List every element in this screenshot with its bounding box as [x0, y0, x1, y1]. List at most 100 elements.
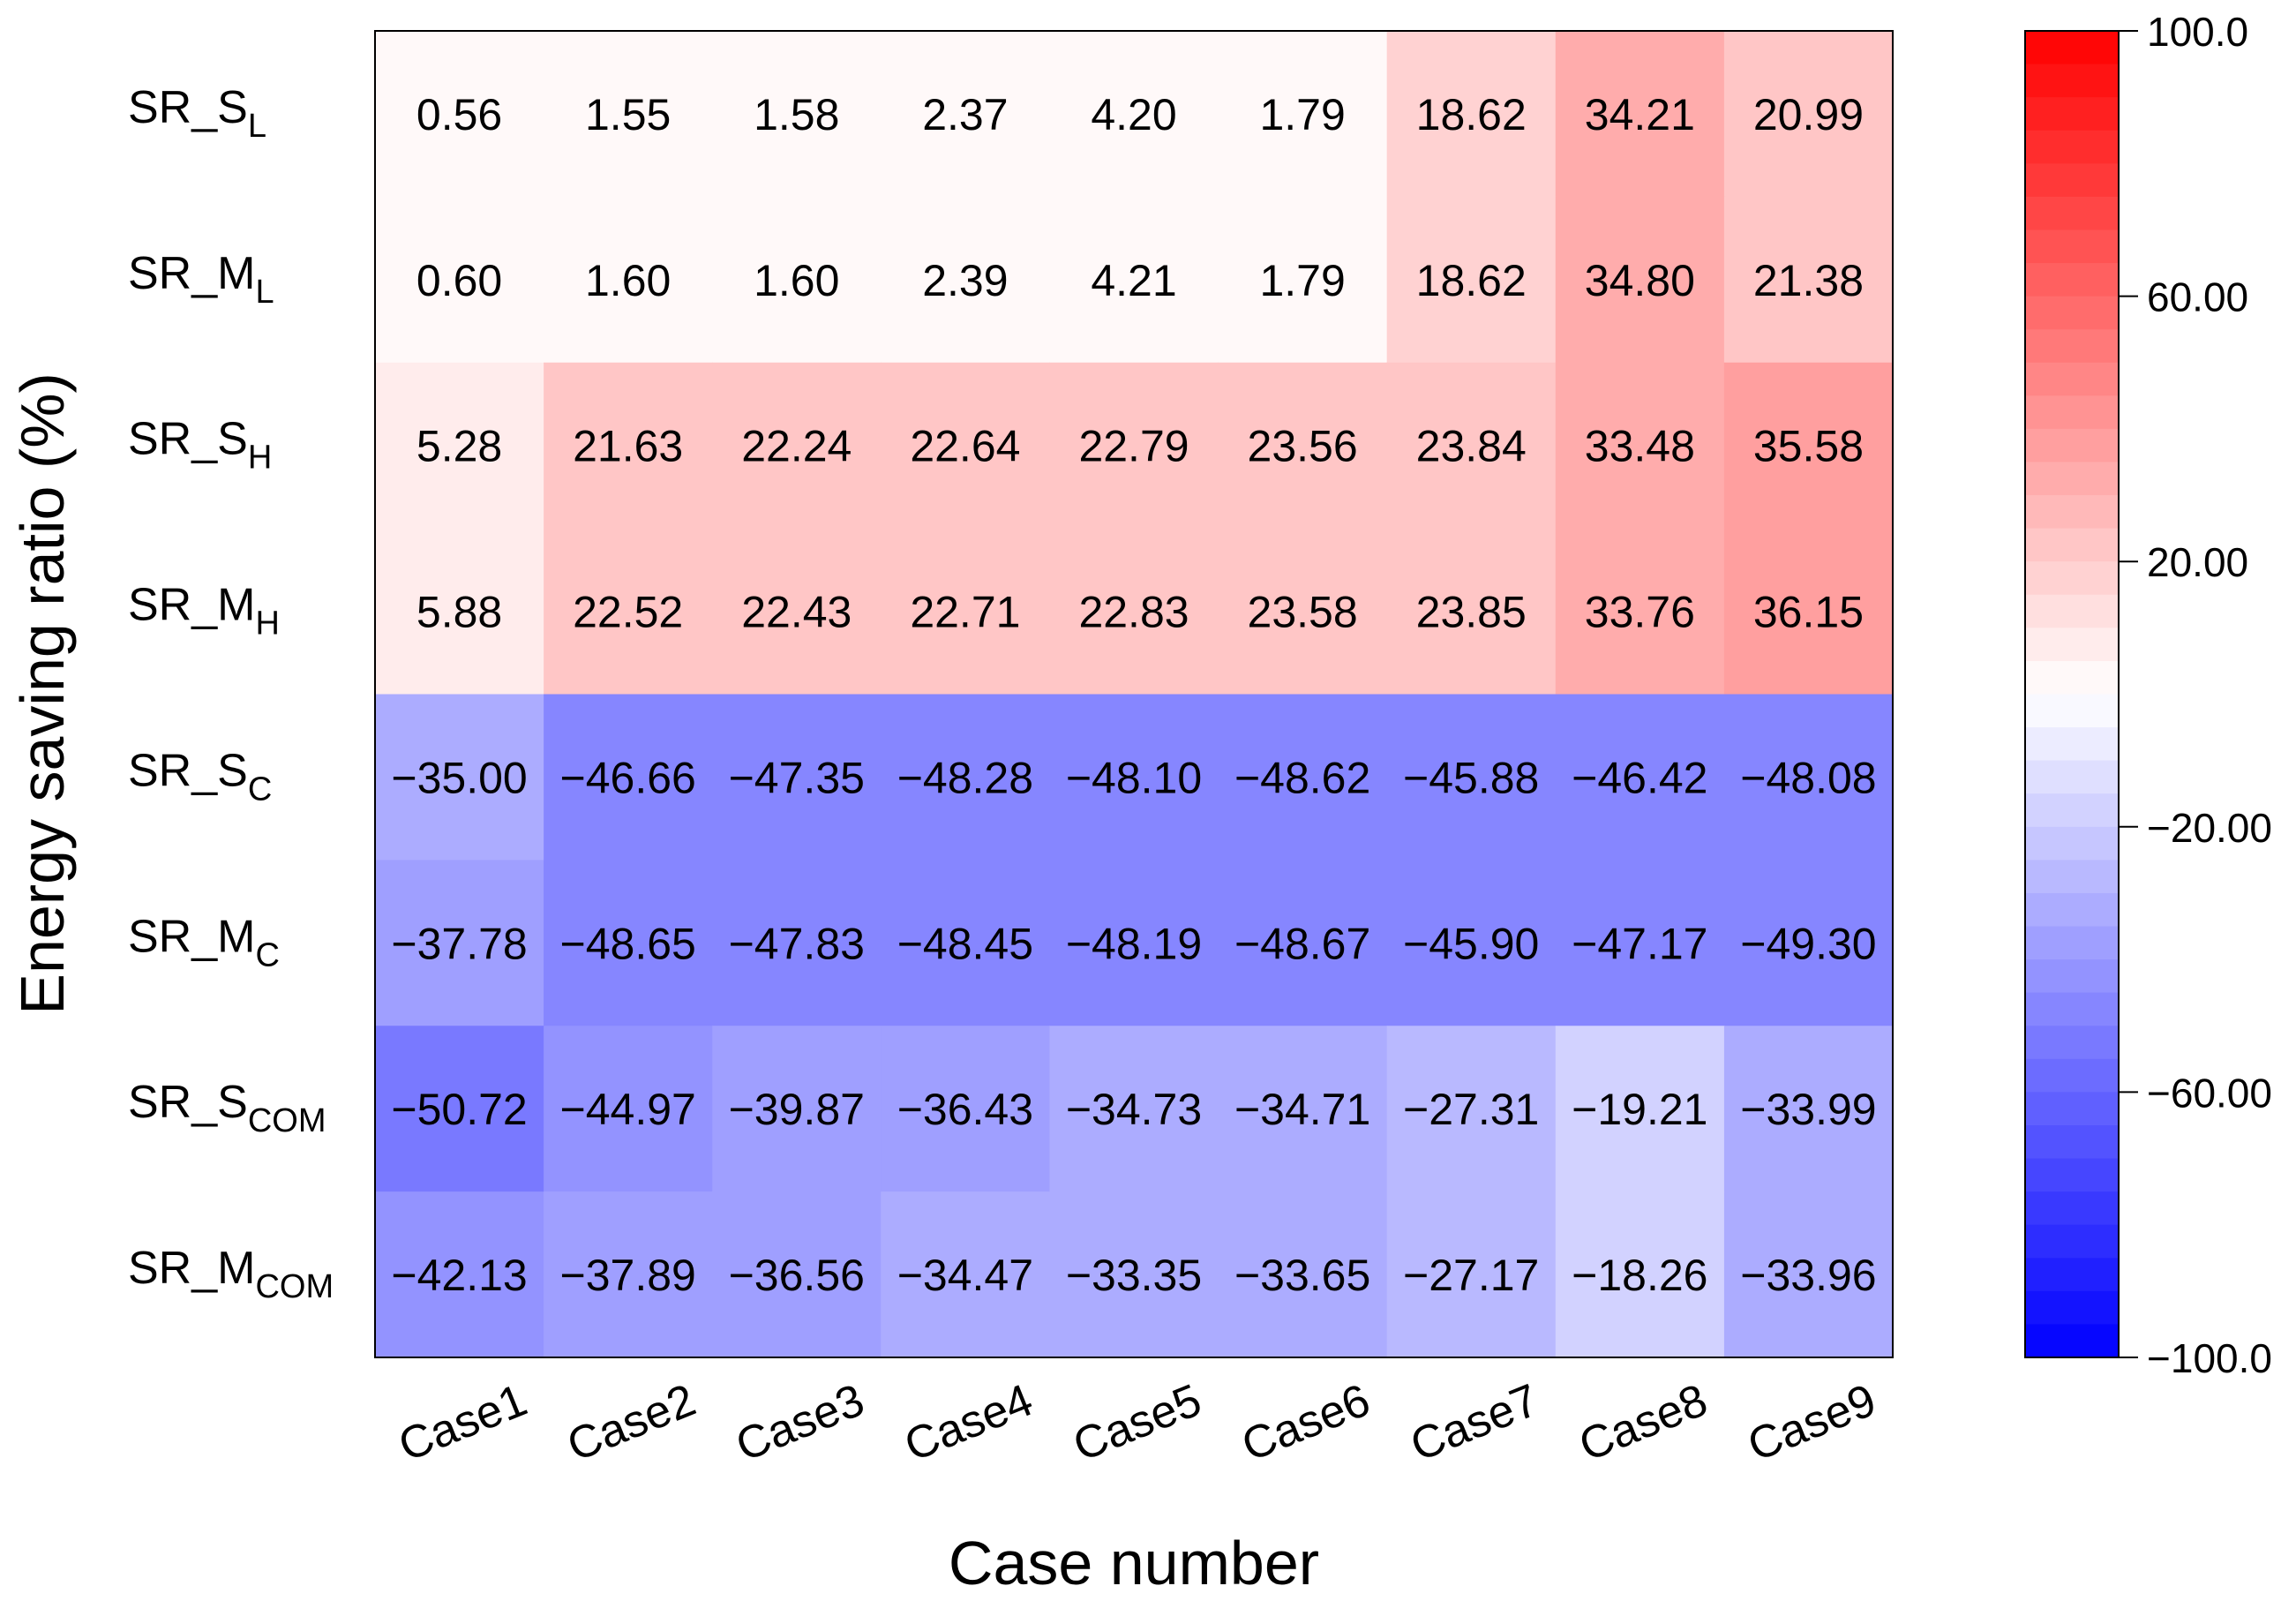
heatmap-cell — [375, 362, 544, 530]
column-label: Case2 — [560, 1374, 702, 1471]
cell-value: −48.28 — [897, 753, 1033, 802]
colorbar-step — [2025, 528, 2119, 562]
cell-value: 22.79 — [1078, 422, 1189, 471]
cell-value: 2.39 — [922, 256, 1008, 305]
heatmap-cell — [1723, 1026, 1894, 1192]
heatmap-cell — [1049, 1191, 1219, 1358]
colorbar-step — [2025, 462, 2119, 496]
heatmap-cell — [712, 31, 882, 198]
heatmap-cell — [544, 196, 713, 364]
heatmap-cell — [375, 694, 544, 861]
heatmap-cell — [1049, 860, 1219, 1026]
cell-value: −39.87 — [729, 1085, 865, 1134]
cell-value: −34.47 — [897, 1251, 1033, 1300]
colorbar-step — [2025, 196, 2119, 231]
heatmap-cell — [1386, 31, 1557, 198]
colorbar-step — [2025, 163, 2119, 198]
cell-value: 23.56 — [1248, 422, 1358, 471]
heatmap-cell — [1386, 528, 1557, 695]
heatmap-cell — [1218, 1191, 1388, 1358]
cell-value: 22.71 — [910, 588, 1020, 637]
cell-value: −37.78 — [391, 919, 527, 968]
cell-value: 20.99 — [1753, 90, 1864, 139]
heatmap-cell — [1386, 1026, 1557, 1192]
colorbar-step — [2025, 1026, 2119, 1060]
colorbar-ticks: 100.0 60.00 20.00 −20.00 −60.00 −100.0 — [2119, 9, 2272, 1381]
heatmap-cell — [1049, 362, 1219, 530]
colorbar-step — [2025, 594, 2119, 628]
colorbar-step — [2025, 727, 2119, 762]
cell-value: −48.08 — [1740, 753, 1876, 802]
heatmap-cell — [544, 528, 713, 695]
colorbar — [2025, 31, 2119, 1358]
cell-value: −46.42 — [1572, 753, 1707, 802]
colorbar-tick-label: −60.00 — [2147, 1070, 2272, 1116]
colorbar-step — [2025, 362, 2119, 396]
cell-value: 23.85 — [1416, 588, 1527, 637]
heatmap-cell — [1218, 694, 1388, 861]
heatmap-cell — [544, 31, 713, 198]
heatmap-cell — [1555, 528, 1725, 695]
colorbar-tick-label: 60.00 — [2147, 274, 2248, 320]
heatmap-cell — [1218, 528, 1388, 695]
cell-value: 18.62 — [1416, 90, 1527, 139]
heatmap-cell — [375, 31, 544, 198]
colorbar-step — [2025, 1224, 2119, 1259]
cell-value: 33.76 — [1585, 588, 1695, 637]
heatmap-cell — [1049, 694, 1219, 861]
heatmap-cell — [1218, 196, 1388, 364]
heatmap-cell — [1386, 694, 1557, 861]
colorbar-step — [2025, 628, 2119, 662]
heatmap-cell — [1723, 196, 1894, 364]
heatmap-cell-labels: 0.56 1.55 1.58 2.37 4.20 1.79 18.62 34.21 20.99 0… — [391, 90, 1876, 1300]
colorbar-step — [2025, 495, 2119, 530]
heatmap-cell — [881, 196, 1051, 364]
heatmap-cell — [1049, 1026, 1219, 1192]
heatmap-cell — [712, 860, 882, 1026]
cell-value: 1.58 — [754, 90, 839, 139]
cell-value: 22.64 — [910, 422, 1020, 471]
colorbar-step — [2025, 395, 2119, 430]
colorbar-step — [2025, 64, 2119, 98]
heatmap-cell — [375, 1191, 544, 1358]
cell-value: −48.45 — [897, 919, 1033, 968]
cell-value: 5.88 — [416, 588, 502, 637]
colorbar-tick-label: −100.0 — [2147, 1335, 2272, 1381]
colorbar-step — [2025, 1058, 2119, 1094]
colorbar-step — [2025, 31, 2119, 65]
colorbar-step — [2025, 428, 2119, 463]
column-label: Case3 — [729, 1374, 871, 1471]
cell-value: −48.65 — [560, 919, 696, 968]
cell-value: −48.62 — [1234, 753, 1370, 802]
column-label: Case5 — [1066, 1374, 1208, 1471]
colorbar-step — [2025, 1092, 2119, 1126]
heatmap-cell — [1723, 528, 1894, 695]
row-label: SR_MC — [128, 911, 280, 973]
row-label: SR_SCOM — [128, 1077, 326, 1139]
colorbar-step — [2025, 1258, 2119, 1292]
colorbar-step — [2025, 992, 2119, 1026]
colorbar-step — [2025, 860, 2119, 894]
heatmap-cell — [375, 1026, 544, 1192]
heatmap-cell — [881, 694, 1051, 861]
cell-value: 18.62 — [1416, 256, 1527, 305]
heatmap-cell — [375, 860, 544, 1026]
cell-value: 0.60 — [416, 256, 502, 305]
cell-value: −42.13 — [391, 1251, 527, 1300]
colorbar-tick-label: −20.00 — [2147, 805, 2272, 851]
heatmap-cell — [1218, 31, 1388, 198]
cell-value: 4.20 — [1091, 90, 1176, 139]
heatmap-cell — [544, 362, 713, 530]
heatmap-cell — [1386, 860, 1557, 1026]
cell-value: 23.84 — [1416, 422, 1527, 471]
cell-value: 34.21 — [1585, 90, 1695, 139]
cell-value: −33.35 — [1066, 1251, 1202, 1300]
heatmap-cell — [712, 694, 882, 861]
colorbar-step — [2025, 826, 2119, 861]
heatmap-cell — [1723, 694, 1894, 861]
cell-value: −36.43 — [897, 1085, 1033, 1134]
heatmap-cell — [712, 1191, 882, 1358]
cell-value: 33.48 — [1585, 422, 1695, 471]
cell-value: −34.71 — [1234, 1085, 1370, 1134]
